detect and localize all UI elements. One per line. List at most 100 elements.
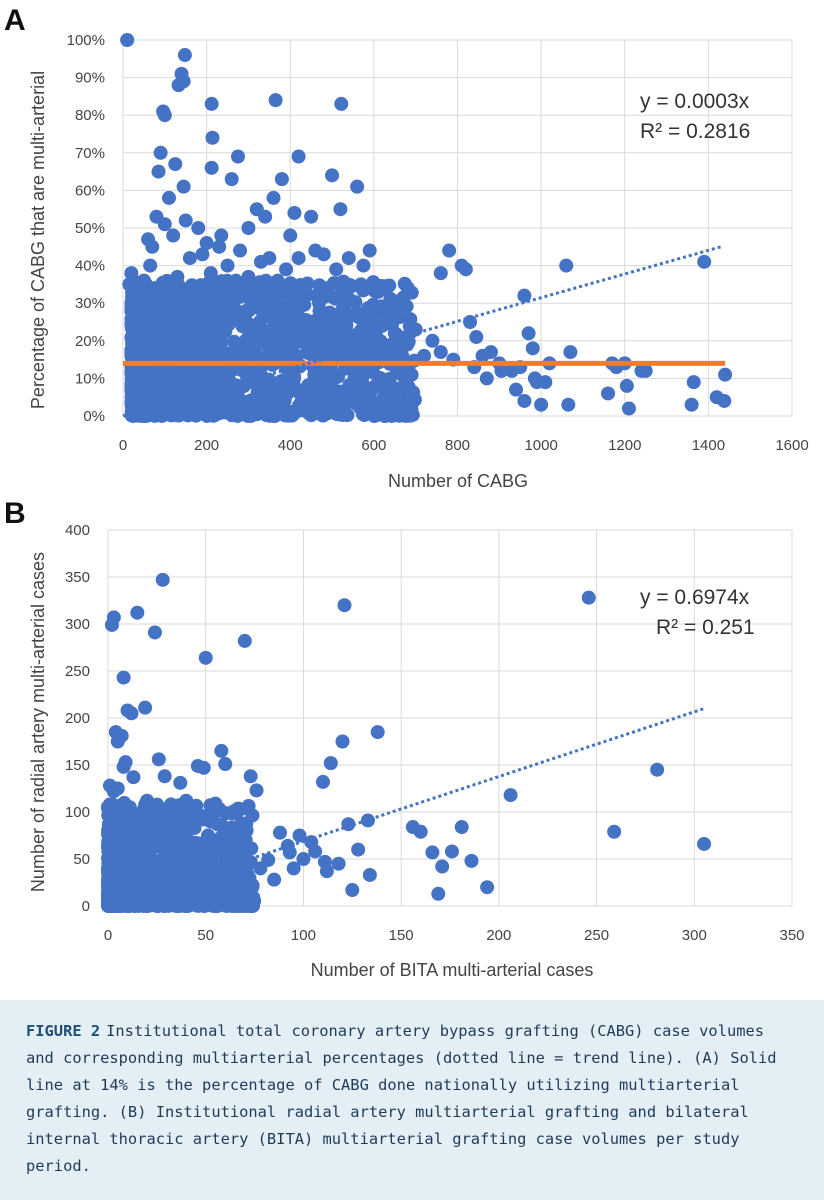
- data-point: [217, 311, 232, 326]
- data-point: [353, 277, 368, 292]
- data-point: [120, 33, 135, 47]
- panel-b-y-axis-title: Number of radial artery multi-arterial c…: [28, 552, 48, 892]
- panel-b-chart: B 0 50 100 150 200 250 300 350 400 0 50 100 150 200 2…: [4, 497, 805, 980]
- data-point: [341, 817, 356, 832]
- data-point: [298, 330, 313, 345]
- data-point: [178, 213, 193, 228]
- data-point: [125, 346, 140, 361]
- data-point: [382, 341, 397, 356]
- data-point: [234, 362, 249, 377]
- data-point: [650, 762, 665, 777]
- x-tick-label: 300: [682, 927, 707, 944]
- data-point: [559, 258, 574, 273]
- data-point: [142, 893, 157, 908]
- data-point: [204, 160, 219, 175]
- data-point: [464, 853, 479, 868]
- data-point: [245, 808, 260, 823]
- data-point: [357, 398, 372, 413]
- data-point: [176, 179, 191, 194]
- data-point: [220, 404, 235, 419]
- data-point: [373, 278, 388, 293]
- data-point: [356, 320, 371, 335]
- data-point: [144, 838, 159, 853]
- data-point: [137, 279, 152, 294]
- y-tick-label: 300: [65, 616, 90, 633]
- data-point: [218, 757, 233, 772]
- data-point: [337, 303, 352, 318]
- data-point: [182, 251, 197, 266]
- data-point: [561, 397, 576, 412]
- data-point: [425, 845, 440, 860]
- x-tick-label: 800: [445, 437, 470, 454]
- data-point: [233, 243, 248, 258]
- data-point: [619, 378, 634, 393]
- data-point: [494, 363, 509, 378]
- data-point: [101, 879, 116, 894]
- data-point: [159, 309, 174, 324]
- data-point: [205, 130, 220, 145]
- data-point: [237, 633, 252, 648]
- data-point: [188, 280, 203, 295]
- data-point: [341, 251, 356, 266]
- data-point: [274, 172, 289, 187]
- data-point: [325, 168, 340, 183]
- data-point: [483, 345, 498, 360]
- data-point: [104, 617, 119, 632]
- panel-b-x-tick-labels: 0 50 100 150 200 250 300 350: [104, 927, 805, 944]
- data-point: [291, 251, 306, 266]
- data-point: [204, 96, 219, 111]
- data-point: [360, 813, 375, 828]
- data-point: [116, 759, 131, 774]
- y-tick-label: 70%: [75, 145, 105, 162]
- data-point: [362, 243, 377, 258]
- data-point: [331, 384, 346, 399]
- y-tick-label: 250: [65, 663, 90, 680]
- data-point: [684, 397, 699, 412]
- data-point: [276, 282, 291, 297]
- data-point: [147, 625, 162, 640]
- data-point: [216, 833, 231, 848]
- y-tick-label: 400: [65, 522, 90, 539]
- data-point: [517, 393, 532, 408]
- data-point: [315, 774, 330, 789]
- panel-a-x-tick-labels: 0 200 400 600 800 1000 1200 1400 1600: [119, 437, 809, 454]
- data-point: [266, 190, 281, 205]
- panel-a-letter: A: [4, 4, 26, 37]
- data-point: [133, 836, 148, 851]
- data-point: [145, 239, 160, 254]
- data-point: [342, 277, 357, 292]
- data-point: [214, 818, 229, 833]
- y-tick-label: 150: [65, 757, 90, 774]
- data-point: [192, 307, 207, 322]
- y-tick-label: 80%: [75, 107, 105, 124]
- data-point: [334, 96, 349, 111]
- data-point: [214, 228, 229, 243]
- data-point: [289, 348, 304, 363]
- data-point: [697, 254, 712, 269]
- data-point: [280, 838, 295, 853]
- data-point: [279, 387, 294, 402]
- data-point: [285, 337, 300, 352]
- data-point: [262, 251, 277, 266]
- data-point: [329, 336, 344, 351]
- x-tick-label: 100: [291, 927, 316, 944]
- data-point: [521, 326, 536, 341]
- x-tick-label: 1400: [692, 437, 725, 454]
- data-point: [151, 164, 166, 179]
- data-point: [101, 817, 116, 832]
- data-point: [326, 315, 341, 330]
- figure-caption-box: FIGURE 2 Institutional total coronary art…: [0, 1000, 824, 1200]
- data-point: [319, 281, 334, 296]
- data-point: [396, 290, 411, 305]
- y-tick-label: 200: [65, 710, 90, 727]
- x-tick-label: 1200: [608, 437, 641, 454]
- data-point: [116, 896, 131, 911]
- data-point: [194, 378, 209, 393]
- data-point: [241, 221, 256, 235]
- data-point: [173, 775, 188, 790]
- y-tick-label: 100%: [67, 32, 105, 49]
- x-tick-label: 0: [104, 927, 112, 944]
- data-point: [190, 890, 205, 905]
- data-point: [172, 798, 187, 813]
- data-point: [300, 345, 315, 360]
